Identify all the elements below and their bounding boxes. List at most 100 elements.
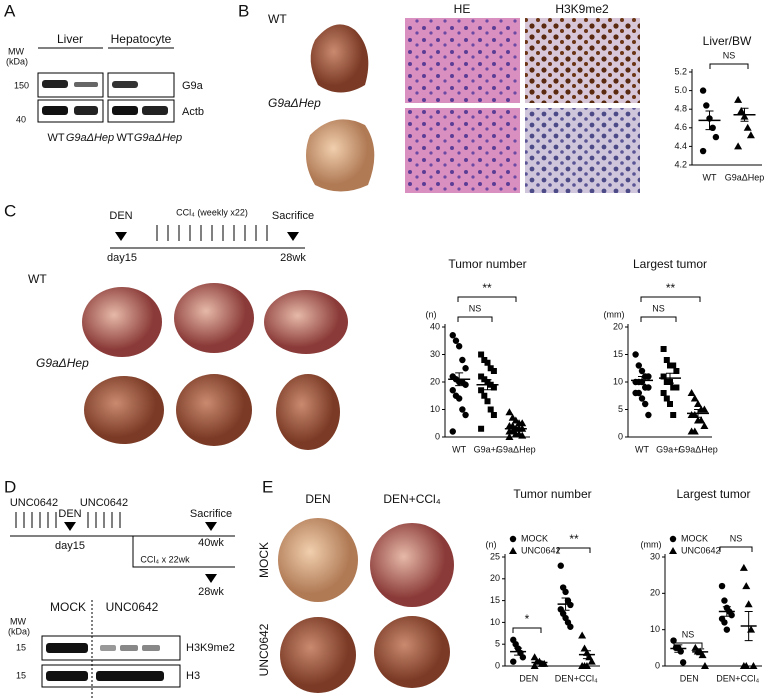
error-bar [722,606,731,617]
data-point [478,387,485,394]
arrows [15,512,121,528]
timeline-label: CCl₄ x 22wk [140,554,190,564]
arrows [156,225,268,241]
timeline-label: Sacrifice [190,508,232,520]
y-tick-label: 20 [490,573,500,583]
x-tick-label: G9aΔHep [678,444,718,454]
y-tick-label: 30 [650,551,660,561]
data-point [478,425,485,432]
liver-photo [280,617,356,693]
data-point [635,362,642,369]
chart-title: Largest tumor [633,257,707,271]
data-point [700,422,709,429]
row-label: UNC0642 [257,623,271,676]
x-tick-label: DEN+CCl₄ [716,673,759,683]
y-tick-label: 25 [490,551,500,561]
column-label: DEN [305,492,330,506]
data-point [459,406,466,413]
liver-photo [264,290,348,354]
data-point [673,384,680,391]
y-tick-label: 5.0 [674,85,687,95]
band [42,106,68,115]
data-point [481,392,488,399]
data-point [734,95,743,103]
y-tick-label: 10 [650,624,660,634]
liver-photo [310,24,369,93]
data-point [679,659,687,666]
data-point [699,147,707,155]
y-tick-label: 4.6 [674,122,687,132]
timeline-marker [64,522,217,583]
y-tick-label: 0 [495,660,500,670]
liver-photo [370,523,454,607]
error-bar [455,372,464,387]
data-point [478,351,485,358]
x-tick-label: WT [452,444,466,454]
y-tick-label: 0 [655,660,660,670]
error-bar [483,379,492,391]
data-point [518,431,527,439]
significance-bracket [557,547,591,553]
error-bar [514,647,523,656]
data-point [481,376,488,383]
data-point [669,535,677,543]
x-tick-label: DEN [519,673,538,683]
data-point [587,657,596,665]
data-point [481,357,488,363]
timeline-label: day15 [107,252,137,264]
lane-label: G9aΔHep [66,132,114,144]
timeline [132,536,235,568]
data-point [746,131,755,139]
significance-label: NS [652,303,665,313]
panel-label: C [4,201,16,220]
y-tick-label: 20 [650,588,660,598]
data-point [697,416,706,424]
data-point [449,332,456,339]
error-bar [705,110,714,131]
lane-label: WT [116,132,133,144]
tissue-label: Liver [57,32,83,46]
data-point [721,619,728,626]
data-point [490,368,497,374]
tissue-label: Hepatocyte [111,32,172,46]
data-point [509,547,517,554]
error-bar [511,426,520,431]
significance-bracket [640,316,677,322]
band [120,645,138,651]
data-point [670,384,677,391]
legend-label: MOCK [681,533,708,543]
timeline-label: DEN [58,508,81,520]
legend-label: UNC0642 [681,545,721,555]
data-point [518,419,527,427]
data-point [449,428,456,435]
y-axis-label: (mm) [604,309,625,319]
lane-label: UNC0642 [106,600,159,614]
data-point [645,373,652,380]
band [96,671,164,681]
significance-label: NS [469,303,482,313]
data-point [455,343,463,350]
error-bar [696,648,705,656]
y-tick-label: 20 [613,321,623,331]
data-point [703,102,710,109]
data-point [718,582,726,590]
protein-label: H3K9me2 [186,642,235,654]
data-point [699,87,707,94]
data-point [670,412,677,418]
y-tick-label: 4.4 [674,141,687,151]
data-point [452,337,460,344]
data-point [635,389,642,397]
panel-label: E [262,477,273,496]
data-point [743,123,752,131]
data-point [490,412,497,418]
data-point [739,563,748,571]
x-tick-label: G9aΔHep [725,172,765,182]
data-point [660,373,667,380]
y-tick-label: 5 [618,404,623,414]
y-tick-label: 10 [490,617,500,627]
timeline-label: 28wk [280,252,306,264]
timeline-label: Sacrifice [272,210,314,222]
data-point [663,395,670,402]
x-tick-label: G9a+/- [474,444,502,454]
data-point [687,389,696,396]
